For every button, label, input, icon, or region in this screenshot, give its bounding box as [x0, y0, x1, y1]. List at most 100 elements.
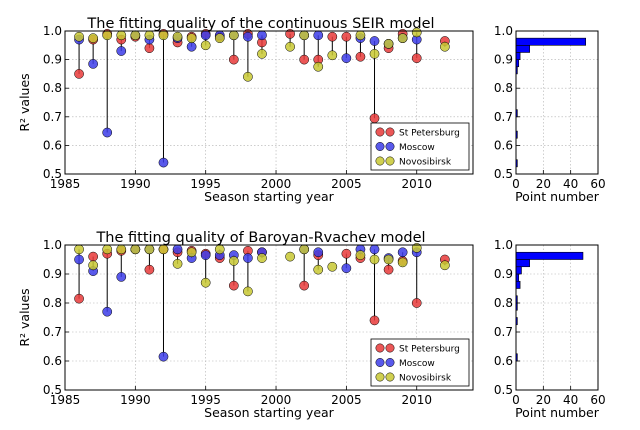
baroyan-point-novosibirsk — [158, 244, 169, 255]
baroyan-hist-ytick-label: 1.0 — [494, 238, 513, 252]
baroyan-point-novosibirsk — [383, 254, 394, 265]
seir-xtick-label: 2010 — [401, 177, 432, 191]
baroyan-point-moscow — [341, 263, 352, 274]
seir-point-moscow — [158, 157, 169, 168]
seir-hist-ytick-label: 0.7 — [494, 110, 513, 124]
baroyan-legend-label: St Petersburg — [399, 345, 460, 355]
seir-point-novosibirsk — [228, 30, 239, 41]
seir-ytick-label: 0.5 — [43, 167, 62, 181]
baroyan-hist-bar — [515, 266, 522, 275]
baroyan-legend-marker — [385, 343, 395, 353]
seir-legend-marker — [385, 127, 395, 137]
seir-xtick-label: 2000 — [261, 177, 292, 191]
baroyan-point-novosibirsk — [130, 244, 141, 255]
baroyan-point-moscow — [243, 253, 253, 263]
baroyan-point-novosibirsk — [313, 264, 324, 275]
seir-point-st-petersburg — [327, 31, 338, 42]
seir-ylabel: R² values — [17, 73, 32, 131]
baroyan-legend-marker — [385, 358, 395, 367]
seir-point-novosibirsk — [243, 71, 253, 82]
seir-legend-label: Moscow — [399, 143, 435, 153]
seir-point-novosibirsk — [440, 41, 450, 52]
baroyan-point-novosibirsk — [440, 260, 450, 271]
baroyan-point-novosibirsk — [285, 251, 295, 262]
baroyan-point-moscow — [102, 306, 113, 317]
seir-legend-marker — [385, 156, 395, 166]
seir-point-moscow — [102, 127, 113, 138]
baroyan-xtick-label: 1985 — [50, 393, 81, 407]
baroyan-legend-marker — [375, 343, 385, 353]
seir-point-novosibirsk — [369, 49, 380, 59]
seir-title: The fitting quality of the continuous SE… — [86, 16, 434, 32]
baroyan-point-novosibirsk — [200, 277, 211, 288]
baroyan-scatter-plot: 0.5 0.6 0.7 0.8 0.9 1.0 1985 1990 1995 2000 2005 20… — [17, 230, 474, 420]
seir-point-st-petersburg — [144, 43, 155, 54]
baroyan-point-novosibirsk — [88, 260, 98, 271]
baroyan-point-novosibirsk — [186, 247, 197, 258]
baroyan-axes-frame — [64, 244, 474, 391]
baroyan-point-st-petersburg — [88, 251, 98, 262]
baroyan-point-novosibirsk — [355, 250, 366, 260]
baroyan-point-novosibirsk — [144, 244, 155, 255]
seir-point-novosibirsk — [383, 39, 394, 49]
baroyan-point-novosibirsk — [411, 243, 422, 253]
seir-point-moscow — [341, 53, 352, 64]
seir-legend: St Petersburg Moscow Novosibirsk — [370, 122, 470, 171]
seir-xtick-label: 1990 — [120, 177, 151, 191]
seir-point-st-petersburg — [369, 113, 380, 124]
seir-point-novosibirsk — [102, 30, 113, 41]
baroyan-point-st-petersburg — [341, 248, 352, 259]
baroyan-hist-xlabel: Point number — [515, 405, 600, 420]
seir-scatter-plot: 0.5 0.6 0.7 0.8 0.9 1.0 1985 1990 1995 2000 2005 20… — [17, 16, 474, 204]
baroyan-hist-xtick-label: 20 — [536, 393, 551, 407]
seir-xtick-label: 1995 — [190, 177, 221, 191]
seir-point-novosibirsk — [116, 30, 127, 41]
seir-point-moscow — [257, 30, 267, 41]
seir-point-st-petersburg — [411, 53, 422, 64]
seir-ytick-label: 0.6 — [43, 138, 62, 152]
baroyan-point-novosibirsk — [257, 253, 267, 263]
baroyan-legend-marker — [375, 372, 385, 382]
baroyan-point-st-petersburg — [411, 298, 422, 308]
seir-legend-marker — [375, 156, 385, 166]
baroyan-xtick-label: 2000 — [261, 393, 292, 407]
seir-point-novosibirsk — [285, 41, 295, 52]
baroyan-point-st-petersburg — [299, 280, 310, 291]
baroyan-hist-xtick-label: 0 — [512, 393, 520, 407]
seir-legend-marker — [375, 142, 385, 151]
baroyan-ytick-label: 0.5 — [43, 383, 62, 397]
seir-point-novosibirsk — [355, 30, 366, 41]
baroyan-xlabel: Season starting year — [204, 405, 335, 420]
seir-point-novosibirsk — [158, 30, 169, 41]
baroyan-ytick-label: 0.8 — [43, 296, 62, 310]
baroyan-xtick-label: 2005 — [331, 393, 362, 407]
seir-axes-frame — [64, 30, 474, 175]
baroyan-title: The fitting quality of Baroyan-Rvachev m… — [95, 230, 425, 246]
baroyan-point-novosibirsk — [116, 244, 127, 255]
baroyan-hist-ytick-label: 0.6 — [494, 354, 513, 368]
seir-hist-bar — [515, 52, 521, 60]
baroyan-xtick-label: 1995 — [190, 393, 221, 407]
baroyan-hist-ytick-label: 0.9 — [494, 267, 513, 281]
seir-point-novosibirsk — [257, 49, 267, 59]
seir-hist-bar — [515, 44, 530, 53]
seir-point-novosibirsk — [144, 30, 155, 41]
baroyan-point-moscow — [172, 244, 183, 255]
baroyan-point-st-petersburg — [369, 315, 380, 326]
seir-ytick-label: 0.8 — [43, 81, 62, 95]
seir-point-novosibirsk — [74, 31, 84, 42]
seir-point-st-petersburg — [74, 69, 84, 79]
baroyan-point-novosibirsk — [214, 244, 225, 255]
baroyan-point-st-petersburg — [383, 264, 394, 275]
baroyan-point-moscow — [74, 254, 84, 265]
seir-hist-bar — [515, 37, 586, 46]
seir-hist-xtick-label: 20 — [536, 177, 551, 191]
seir-hist-ytick-label: 1.0 — [494, 24, 513, 38]
seir-point-st-petersburg — [341, 31, 352, 42]
baroyan-point-novosibirsk — [397, 257, 408, 268]
seir-hist-axes-frame — [515, 30, 599, 175]
seir-point-moscow — [313, 30, 324, 41]
baroyan-point-moscow — [397, 247, 408, 258]
seir-xlabel: Season starting year — [204, 189, 335, 204]
